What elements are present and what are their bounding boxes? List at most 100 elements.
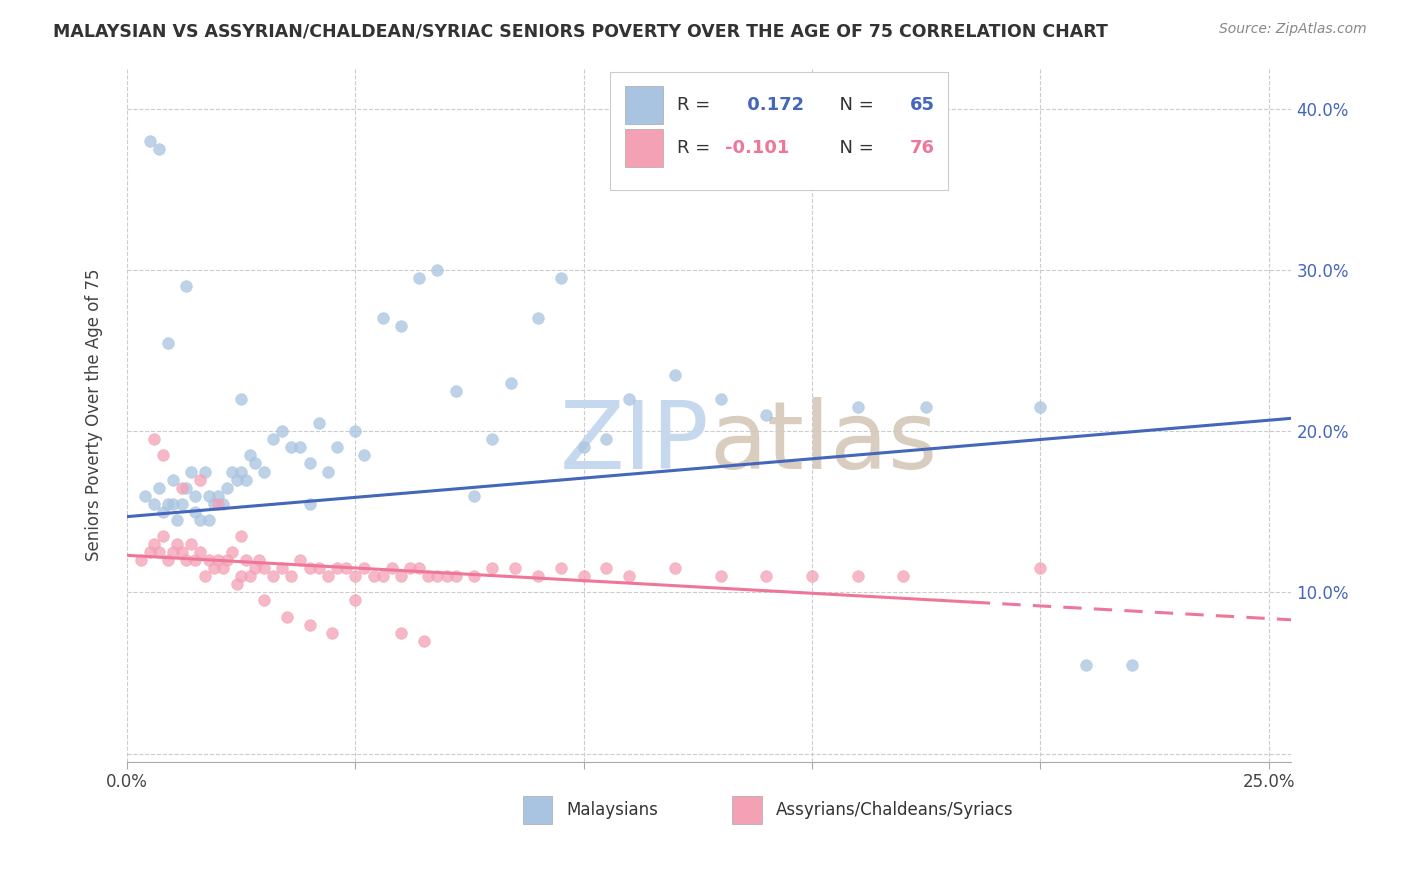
Point [174, 553, 197, 567]
Point [619, 392, 641, 406]
Point [207, 489, 229, 503]
Point [262, 432, 284, 446]
Point [550, 271, 572, 285]
Point [152, 505, 174, 519]
Text: R =: R = [676, 139, 716, 157]
Point [243, 457, 266, 471]
Point [891, 569, 914, 583]
Point [335, 561, 357, 575]
Point [290, 553, 312, 567]
Point [239, 449, 262, 463]
Point [389, 625, 412, 640]
Point [253, 593, 276, 607]
Point [148, 481, 170, 495]
Point [308, 416, 330, 430]
Point [162, 545, 184, 559]
Point [316, 569, 339, 583]
Point [188, 473, 211, 487]
Point [198, 489, 221, 503]
Point [276, 609, 298, 624]
Point [344, 569, 367, 583]
Point [755, 408, 778, 422]
Text: -0.101: -0.101 [725, 139, 790, 157]
Point [280, 440, 302, 454]
Point [595, 561, 617, 575]
Point [170, 481, 193, 495]
Point [143, 537, 166, 551]
Text: atlas: atlas [709, 397, 938, 489]
Point [193, 465, 215, 479]
Point [129, 553, 152, 567]
Point [363, 569, 385, 583]
Point [353, 561, 375, 575]
Point [148, 545, 170, 559]
Point [235, 553, 257, 567]
Point [148, 142, 170, 156]
Text: MALAYSIAN VS ASSYRIAN/CHALDEAN/SYRIAC SENIORS POVERTY OVER THE AGE OF 75 CORRELA: MALAYSIAN VS ASSYRIAN/CHALDEAN/SYRIAC SE… [53, 22, 1108, 40]
Point [243, 561, 266, 575]
Point [143, 432, 166, 446]
Point [619, 569, 641, 583]
Point [247, 553, 270, 567]
Point [399, 561, 422, 575]
Text: Assyrians/Chaldeans/Syriacs: Assyrians/Chaldeans/Syriacs [776, 801, 1014, 819]
FancyBboxPatch shape [626, 129, 662, 168]
Point [481, 432, 503, 446]
Point [389, 569, 412, 583]
FancyBboxPatch shape [523, 797, 553, 824]
Point [235, 473, 257, 487]
Text: 65: 65 [910, 95, 935, 113]
Point [166, 513, 188, 527]
Text: 0.172: 0.172 [741, 95, 804, 113]
Point [180, 465, 202, 479]
Point [344, 593, 367, 607]
Point [166, 537, 188, 551]
Point [262, 569, 284, 583]
Point [174, 481, 197, 495]
Point [211, 497, 233, 511]
Point [527, 569, 550, 583]
Point [499, 376, 522, 390]
Point [755, 569, 778, 583]
Point [915, 400, 938, 414]
Point [225, 473, 247, 487]
Point [217, 553, 239, 567]
Point [572, 440, 595, 454]
Text: 76: 76 [910, 139, 935, 157]
Point [298, 457, 321, 471]
Point [444, 384, 467, 398]
Point [463, 489, 485, 503]
Point [1121, 657, 1143, 672]
Point [207, 497, 229, 511]
Point [271, 424, 294, 438]
Point [381, 561, 404, 575]
FancyBboxPatch shape [610, 72, 948, 190]
Point [170, 545, 193, 559]
Point [156, 497, 179, 511]
Point [162, 473, 184, 487]
Point [225, 577, 247, 591]
Point [202, 497, 225, 511]
Point [503, 561, 526, 575]
Point [162, 497, 184, 511]
Y-axis label: Seniors Poverty Over the Age of 75: Seniors Poverty Over the Age of 75 [86, 268, 103, 561]
Point [344, 424, 367, 438]
Point [152, 529, 174, 543]
Point [321, 625, 343, 640]
Point [550, 561, 572, 575]
Point [139, 545, 162, 559]
Text: ZIP: ZIP [560, 397, 709, 489]
Point [426, 263, 449, 277]
Point [412, 633, 434, 648]
Point [253, 465, 276, 479]
Point [188, 545, 211, 559]
Point [298, 497, 321, 511]
Point [298, 617, 321, 632]
Point [211, 561, 233, 575]
Point [198, 513, 221, 527]
Point [436, 569, 458, 583]
Point [710, 392, 733, 406]
Point [239, 569, 262, 583]
Point [180, 537, 202, 551]
Point [298, 561, 321, 575]
